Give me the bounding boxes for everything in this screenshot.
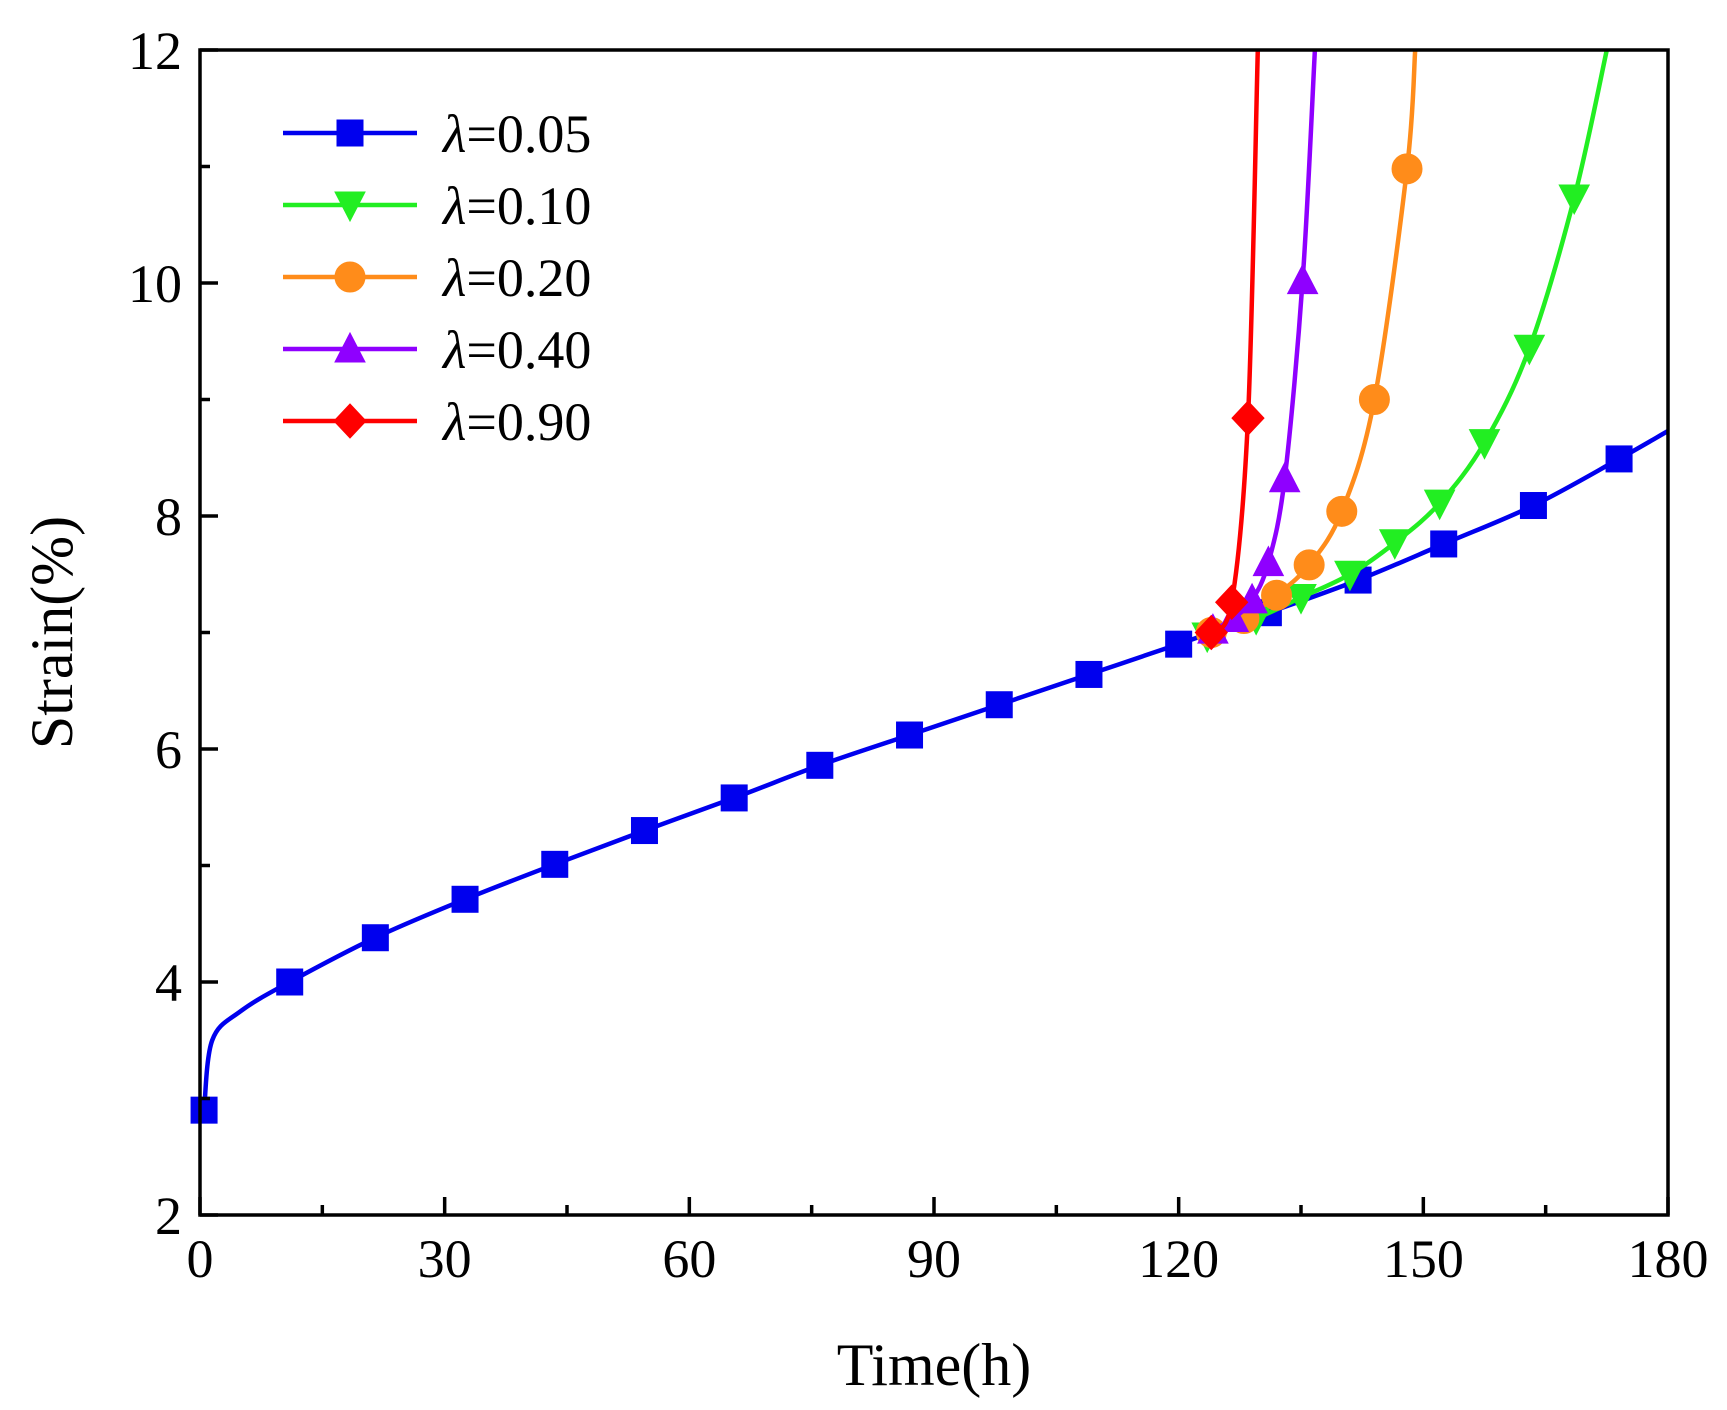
y-tick-label: 4 xyxy=(155,953,182,1013)
series-line xyxy=(1209,49,1261,635)
series-line xyxy=(1210,49,1418,635)
legend-item: λ=0.10 xyxy=(283,176,591,236)
legend-label: λ=0.90 xyxy=(441,392,591,452)
x-tick-label: 0 xyxy=(187,1229,214,1289)
data-point xyxy=(1261,579,1293,611)
legend-item: λ=0.20 xyxy=(283,248,591,308)
data-point xyxy=(985,691,1013,719)
legend-symbol: λ xyxy=(441,392,466,452)
legend-label: λ=0.40 xyxy=(441,320,591,380)
data-point xyxy=(190,1096,218,1124)
data-point xyxy=(1214,584,1249,620)
legend: λ=0.05λ=0.10λ=0.20λ=0.40λ=0.90 xyxy=(283,104,591,452)
x-tick-label: 150 xyxy=(1383,1229,1464,1289)
legend-marker xyxy=(334,191,366,223)
ticks-layer: 0 30 60 90 120 150 180 2 4 6 8 10 12 xyxy=(128,21,1709,1289)
legend-marker xyxy=(334,331,366,363)
legend-label: λ=0.05 xyxy=(441,104,591,164)
series-line xyxy=(1211,49,1318,633)
y-axis-label: Strain(%) xyxy=(19,516,85,749)
data-point xyxy=(451,885,479,913)
legend-label: λ=0.20 xyxy=(441,248,591,308)
legend-symbol: λ xyxy=(441,248,466,308)
data-point xyxy=(1358,384,1390,415)
x-tick-label: 120 xyxy=(1138,1229,1219,1289)
data-point xyxy=(1513,334,1546,366)
data-point xyxy=(1391,153,1423,185)
plot-frame xyxy=(198,48,1670,1217)
data-point xyxy=(1293,549,1325,581)
series-layer xyxy=(190,49,1670,1124)
data-point xyxy=(1519,492,1547,520)
y-tick-label: 12 xyxy=(128,21,182,81)
y-tick-label: 6 xyxy=(155,720,182,780)
data-point xyxy=(1605,445,1633,473)
data-point xyxy=(1334,560,1366,592)
legend-value: =0.90 xyxy=(466,392,591,452)
x-tick-label: 180 xyxy=(1628,1229,1709,1289)
data-point xyxy=(1378,529,1411,560)
y-tick-label: 10 xyxy=(128,254,182,314)
data-point xyxy=(1326,495,1358,527)
data-point xyxy=(1286,263,1319,295)
data-point xyxy=(720,784,748,812)
data-point xyxy=(1165,630,1193,658)
data-point xyxy=(630,817,658,845)
data-point xyxy=(1285,584,1317,615)
legend-item: λ=0.40 xyxy=(283,320,591,380)
legend-marker xyxy=(334,261,366,293)
data-point xyxy=(1423,489,1456,521)
x-axis-label: Time(h) xyxy=(837,1332,1031,1398)
data-point xyxy=(276,968,304,996)
x-tick-label: 60 xyxy=(662,1229,716,1289)
data-point xyxy=(806,751,834,779)
legend-value: =0.20 xyxy=(466,248,591,308)
data-point xyxy=(1231,400,1265,436)
legend-label: λ=0.10 xyxy=(441,176,591,236)
data-point xyxy=(541,850,569,878)
data-point xyxy=(1252,545,1285,577)
x-tick-label: 90 xyxy=(907,1229,961,1289)
data-point xyxy=(1075,660,1103,688)
x-tick-label: 30 xyxy=(418,1229,472,1289)
legend-marker xyxy=(336,119,364,147)
series-line xyxy=(201,429,1670,1111)
data-point xyxy=(1430,530,1458,558)
data-point xyxy=(361,924,389,952)
y-tick-label: 2 xyxy=(155,1186,182,1246)
legend-item: λ=0.05 xyxy=(283,104,591,164)
legend-value: =0.40 xyxy=(466,320,591,380)
series-lambda-090 xyxy=(1194,49,1265,651)
legend-marker xyxy=(333,403,367,439)
data-point xyxy=(896,721,924,749)
data-point xyxy=(1558,184,1591,216)
data-point xyxy=(1268,461,1301,493)
legend-symbol: λ xyxy=(441,176,466,236)
data-point xyxy=(1468,429,1501,460)
legend-symbol: λ xyxy=(441,320,466,380)
legend-value: =0.10 xyxy=(466,176,591,236)
y-tick-label: 8 xyxy=(155,487,182,547)
legend-item: λ=0.90 xyxy=(283,392,591,452)
legend-symbol: λ xyxy=(441,104,466,164)
legend-value: =0.05 xyxy=(466,104,591,164)
data-point xyxy=(1194,614,1228,651)
series-lambda-005 xyxy=(190,429,1670,1124)
